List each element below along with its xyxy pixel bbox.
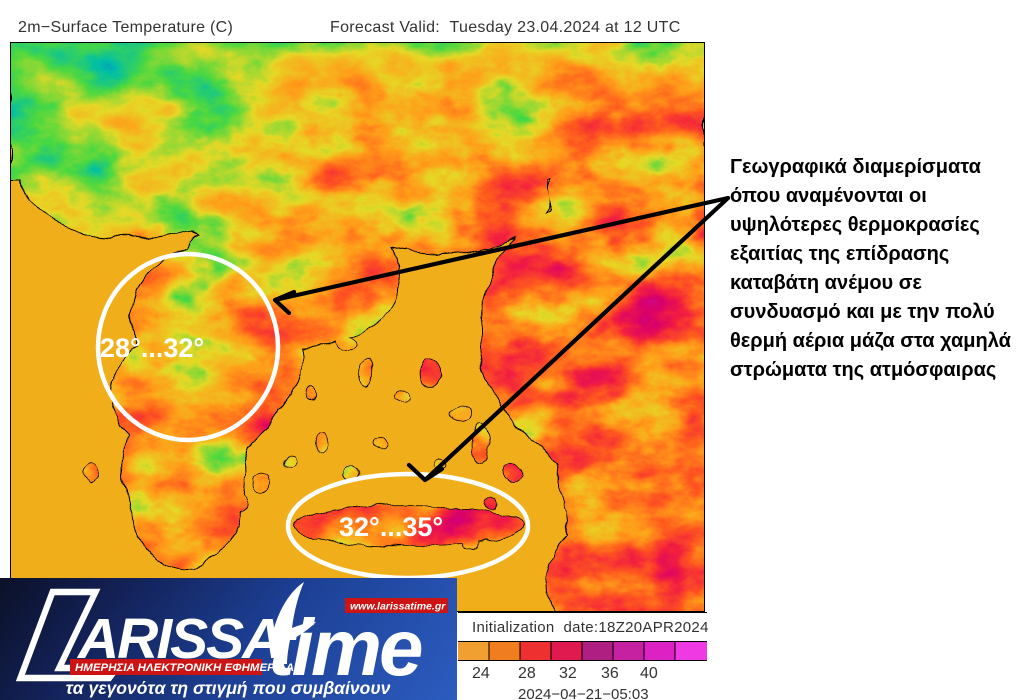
svg-text:ΗΜΕΡΗΣΙΑ ΗΛΕΚΤΡΟΝΙΚΗ ΕΦΗΜΕΡΙΔΑ: ΗΜΕΡΗΣΙΑ ΗΛΕΚΤΡΟΝΙΚΗ ΕΦΗΜΕΡΙΔΑ xyxy=(75,662,294,674)
svg-text:www.larissatime.gr: www.larissatime.gr xyxy=(350,601,446,613)
svg-text:28°...32°: 28°...32° xyxy=(100,333,204,363)
svg-text:τα γεγονότα τη στιγμή που συμβ: τα γεγονότα τη στιγμή που συμβαίνουν xyxy=(66,678,391,698)
svg-text:32°...35°: 32°...35° xyxy=(339,512,443,542)
